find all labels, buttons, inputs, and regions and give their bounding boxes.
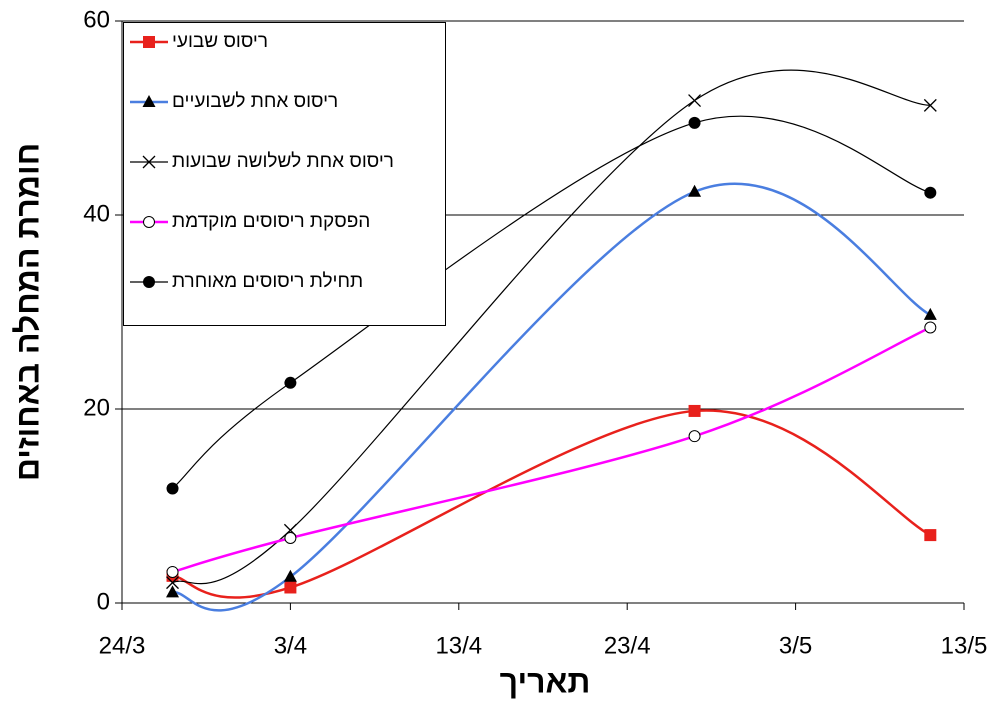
marker bbox=[688, 430, 701, 443]
x-tick-label: 3/5 bbox=[779, 632, 812, 659]
marker bbox=[688, 94, 702, 107]
series-line bbox=[172, 69, 931, 585]
marker bbox=[166, 576, 179, 590]
legend-item: ריסוס אחת לשבועיים bbox=[128, 91, 441, 151]
x-axis-label: תאריך bbox=[500, 663, 591, 699]
marker bbox=[283, 569, 297, 582]
marker bbox=[166, 482, 179, 495]
y-tick-label: 20 bbox=[83, 394, 110, 421]
marker bbox=[688, 184, 702, 197]
marker bbox=[143, 216, 155, 228]
y-tick-label: 0 bbox=[97, 588, 110, 615]
x-tick-label: 3/4 bbox=[274, 632, 307, 659]
legend-item: הפסקת ריסוסים מוקדמת bbox=[128, 211, 441, 271]
marker bbox=[284, 376, 297, 389]
marker bbox=[166, 585, 180, 598]
series-line bbox=[172, 409, 931, 599]
marker bbox=[143, 36, 155, 48]
legend-symbol bbox=[130, 36, 168, 48]
marker bbox=[924, 529, 937, 542]
legend: ריסוס שבועי ריסוס אחת לשבועיים ריסוס אחת ל… bbox=[123, 22, 446, 326]
series-line bbox=[172, 182, 931, 612]
marker bbox=[143, 276, 155, 288]
marker bbox=[284, 532, 297, 545]
marker bbox=[924, 321, 937, 334]
x-tick-label: 13/5 bbox=[941, 632, 988, 659]
marker bbox=[923, 98, 937, 112]
y-tick-label: 60 bbox=[83, 6, 110, 33]
marker bbox=[142, 95, 156, 107]
legend-label: תחילת ריסוסים מאוחרת bbox=[172, 271, 364, 292]
series-line bbox=[172, 326, 931, 574]
series-line bbox=[172, 115, 931, 489]
y-tick-label: 40 bbox=[83, 200, 110, 227]
legend-label: ריסוס שבועי bbox=[172, 31, 269, 52]
marker bbox=[688, 116, 701, 129]
legend-item: ריסוס שבועי bbox=[128, 31, 441, 91]
legend-item: תחילת ריסוסים מאוחרת bbox=[128, 271, 441, 331]
legend-label: הפסקת ריסוסים מוקדמת bbox=[172, 211, 371, 232]
legend-symbol bbox=[130, 276, 168, 288]
y-axis-label: חומרת המחלה באחוזים bbox=[9, 143, 45, 481]
legend-symbol bbox=[130, 95, 168, 107]
legend-symbol bbox=[130, 155, 168, 169]
x-tick-label: 24/3 bbox=[99, 632, 146, 659]
legend-symbol bbox=[130, 216, 168, 228]
x-tick-label: 23/4 bbox=[604, 632, 651, 659]
x-tick-label: 13/4 bbox=[435, 632, 482, 659]
marker bbox=[688, 404, 701, 417]
marker bbox=[166, 565, 179, 578]
marker bbox=[142, 155, 156, 169]
marker bbox=[923, 307, 937, 320]
legend-item: ריסוס אחת לשלושה שבועות bbox=[128, 151, 441, 211]
legend-label: ריסוס אחת לשלושה שבועות bbox=[172, 151, 394, 172]
marker bbox=[284, 581, 297, 594]
legend-label: ריסוס אחת לשבועיים bbox=[172, 91, 339, 112]
marker bbox=[924, 186, 937, 199]
